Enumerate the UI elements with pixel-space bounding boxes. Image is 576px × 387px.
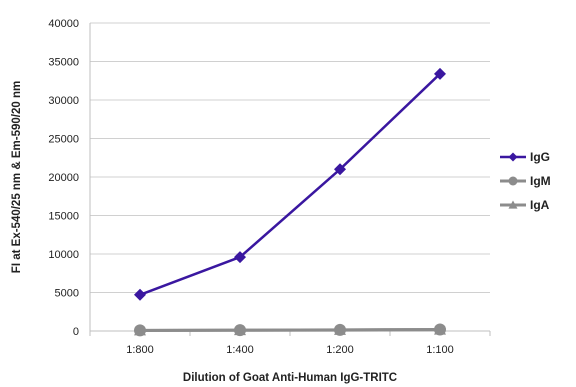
data-point: [234, 324, 246, 337]
data-point: [134, 324, 146, 337]
legend-item-iga: IgA: [500, 198, 550, 212]
y-tick-label: 15000: [48, 211, 79, 223]
data-point: [134, 288, 146, 301]
x-tick-labels: 1:800 1:400 1:200 1:100: [89, 331, 491, 356]
legend-marker: [508, 152, 518, 162]
series-line: [139, 327, 441, 332]
y-tick-label: 40000: [48, 18, 79, 30]
y-tick-label: 0: [73, 326, 79, 338]
y-tick-label: 25000: [48, 134, 79, 146]
y-tick-label: 35000: [48, 57, 79, 69]
legend-label: IgA: [530, 198, 550, 212]
legend-label: IgG: [530, 150, 550, 164]
x-tick-label: 1:400: [226, 344, 254, 356]
data-point: [434, 67, 446, 80]
series-igg: [134, 67, 446, 301]
data-point: [234, 251, 246, 264]
y-tick-label: 10000: [48, 249, 79, 261]
series-line: [139, 72, 441, 296]
legend: IgG IgM IgA: [500, 150, 551, 212]
y-tick-label: 20000: [48, 172, 79, 184]
x-tick-label: 1:200: [326, 344, 354, 356]
x-tick-label: 1:800: [126, 344, 154, 356]
series-igm: [134, 323, 446, 337]
legend-item-igm: IgM: [500, 174, 551, 188]
x-axis-title: Dilution of Goat Anti-Human IgG-TRITC: [183, 372, 397, 384]
data-point: [334, 323, 346, 336]
series-layer: [134, 67, 446, 337]
legend-marker: [508, 200, 518, 209]
data-point: [434, 323, 446, 336]
y-axis-title: FI at Ex-540/25 nm & Em-590/20 nm: [11, 81, 23, 273]
data-point: [334, 163, 346, 176]
legend-item-igg: IgG: [500, 150, 550, 164]
legend-label: IgM: [530, 174, 551, 188]
y-tick-label: 5000: [55, 288, 79, 300]
y-tick-labels: 0 5000 10000 15000 20000 25000 30000 35000 40000: [48, 18, 79, 338]
y-tick-label: 30000: [48, 95, 79, 107]
legend-marker: [508, 176, 518, 186]
x-tick-label: 1:100: [426, 344, 454, 356]
gridlines: [90, 22, 490, 293]
